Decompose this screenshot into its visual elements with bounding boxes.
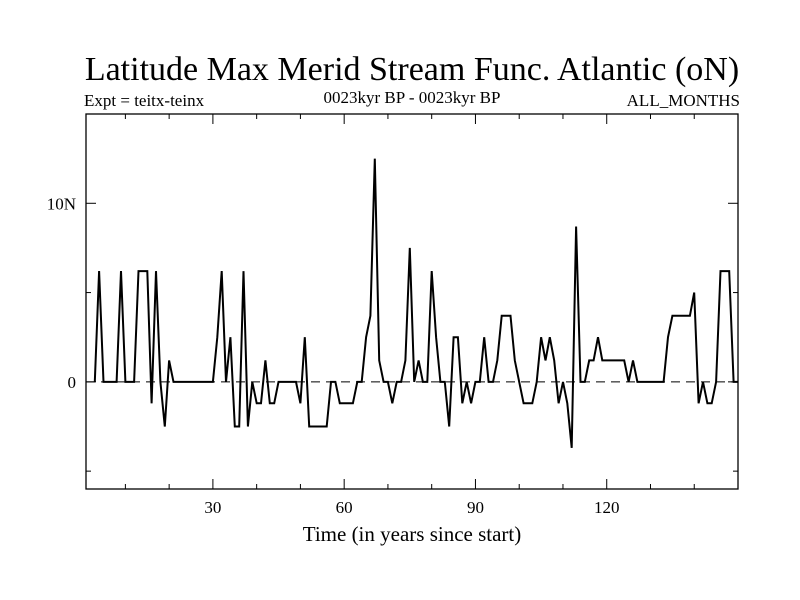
series-line xyxy=(93,158,738,448)
x-axis-label: Time (in years since start) xyxy=(303,522,522,546)
x-tick-label: 90 xyxy=(467,498,484,517)
series-group xyxy=(93,158,738,448)
y-tick-label: 0 xyxy=(68,373,77,392)
x-axis: 30 60 90 120 xyxy=(124,114,739,517)
y-tick-label: 10N xyxy=(47,194,76,213)
y-axis: 0 10N xyxy=(47,113,738,472)
x-tick-label: 30 xyxy=(204,498,221,517)
chart-title: Latitude Max Merid Stream Func. Atlantic… xyxy=(85,51,739,88)
chart-subtitle-right: ALL_MONTHS xyxy=(627,91,740,110)
x-tick-label: 60 xyxy=(336,498,353,517)
chart-subtitle-center: 0023kyr BP - 0023kyr BP xyxy=(324,88,501,107)
x-tick-label: 120 xyxy=(594,498,620,517)
plot-frame xyxy=(85,113,739,490)
chart-subtitle-left: Expt = teitx-teinx xyxy=(84,91,205,110)
